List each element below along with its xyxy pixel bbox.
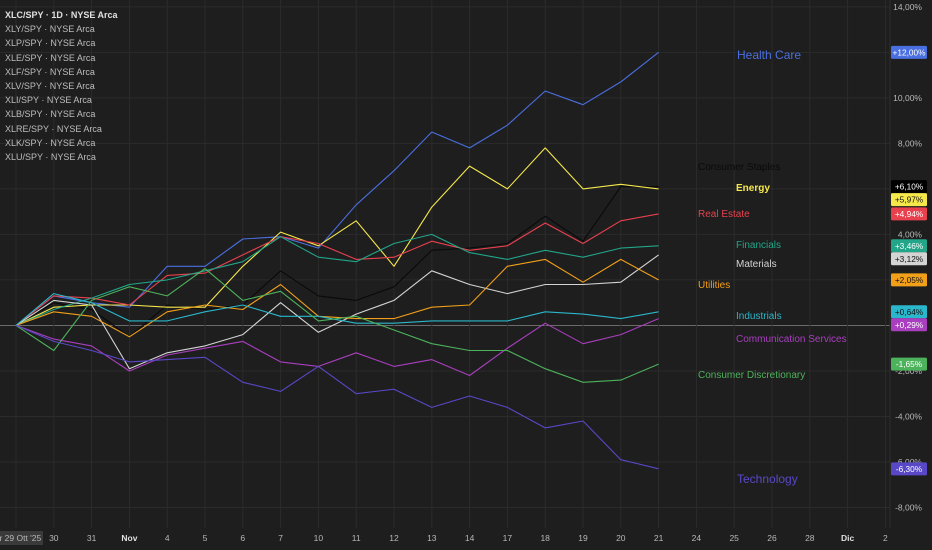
series-line-industrials[interactable]: [15, 293, 659, 326]
value-badge-bg: [891, 252, 927, 266]
series-label-industrials: Industrials: [736, 311, 782, 322]
grid-lines: [0, 0, 891, 528]
series-label-communication-services: Communication Services: [736, 334, 847, 345]
x-tick-label: Nov: [121, 533, 137, 543]
x-tick-label: er 29 Ott '25: [0, 533, 42, 543]
series-labels: Health Care Consumer Staples Energy Real Es…: [698, 48, 847, 486]
value-badge-bg: [891, 305, 927, 319]
series-label-financials: Financials: [736, 240, 781, 251]
value-badge-bg: [891, 193, 927, 207]
y-tick-label: 8,00%: [898, 138, 923, 148]
x-tick-label: 31: [87, 533, 97, 543]
legend-item-xlc[interactable]: XLC/SPY · 1D · NYSE Arca: [5, 10, 118, 20]
value-badge-bg: [891, 180, 927, 194]
series-line-technology[interactable]: [15, 324, 659, 470]
x-axis: er 29 Ott '25 30 31 Nov 4 5 6 7 10 11 12 13 14 17 18 19…: [0, 528, 932, 550]
x-tick-label: 14: [465, 533, 475, 543]
value-badge-label: +3,46%: [895, 241, 924, 251]
x-tick-label: 30: [49, 533, 59, 543]
legend-item-xlf[interactable]: XLF/SPY · NYSE Arca: [5, 66, 95, 77]
legend-item-xlv[interactable]: XLV/SPY · NYSE Arca: [5, 81, 95, 92]
value-badge-bg: [891, 45, 927, 59]
value-badge-label: +5,97%: [895, 195, 924, 205]
legend-item-xly[interactable]: XLY/SPY · NYSE Arca: [5, 24, 95, 35]
legend-item-xlb[interactable]: XLB/SPY · NYSE Arca: [5, 109, 96, 120]
legend-item-xle[interactable]: XLE/SPY · NYSE Arca: [5, 52, 96, 63]
legend-item-xlre[interactable]: XLRE/SPY · NYSE Arca: [5, 123, 102, 134]
value-badge-label: +6,10%: [895, 182, 924, 192]
value-badge-bg: [891, 239, 927, 253]
legend-item-xlk[interactable]: XLK/SPY · NYSE Arca: [5, 137, 96, 148]
series-line-energy[interactable]: [15, 147, 659, 326]
value-badge-bg: [891, 273, 927, 287]
x-tick-label: 11: [352, 533, 361, 543]
value-badge-label: +3,12%: [895, 254, 924, 264]
x-tick-label: 17: [503, 533, 513, 543]
x-tick-label: Dic: [841, 533, 855, 543]
legend-item-xlp[interactable]: XLP/SPY · NYSE Arca: [5, 38, 96, 49]
x-current-date-box: [0, 531, 43, 545]
x-tick-label: 10: [314, 533, 324, 543]
value-badge-label: +4,94%: [895, 209, 924, 219]
symbol-legend: XLC/SPY · 1D · NYSE Arca XLY/SPY · NYSE …: [5, 8, 118, 164]
x-tick-label: 20: [616, 533, 626, 543]
series-line-materials[interactable]: [15, 254, 659, 370]
y-tick-label: 4,00%: [898, 229, 923, 239]
x-tick-label: 6: [240, 533, 245, 543]
series-line-financials[interactable]: [15, 233, 659, 326]
series-line-communication-services[interactable]: [15, 318, 659, 377]
series-label-utilities: Utilities: [698, 280, 730, 291]
y-tick-label: 10,00%: [893, 93, 922, 103]
series-line-consumer-staples[interactable]: [15, 186, 659, 338]
series-line-utilities[interactable]: [15, 258, 659, 338]
value-badge-label: +12,00%: [893, 47, 927, 57]
series-label-materials: Materials: [736, 259, 777, 270]
series-line-real-estate[interactable]: [15, 213, 659, 326]
value-badge-bg: [891, 462, 927, 476]
x-tick-label: 28: [805, 533, 815, 543]
x-tick-label: 25: [729, 533, 739, 543]
value-badge-label: +0,29%: [895, 320, 924, 330]
y-tick-label: -2,00%: [895, 366, 922, 376]
series-label-energy: Energy: [736, 183, 770, 194]
series-label-technology: Technology: [737, 472, 798, 486]
series-label-consumer-staples: Consumer Staples: [698, 162, 780, 173]
y-tick-label: -8,00%: [895, 503, 922, 513]
value-badge-label: +0,64%: [895, 307, 924, 317]
x-tick-label: 5: [203, 533, 208, 543]
x-tick-label: 26: [767, 533, 777, 543]
x-tick-label: 13: [427, 533, 437, 543]
value-badge-bg: [891, 207, 927, 221]
series-lines: [15, 51, 659, 470]
value-badge-bg: [891, 357, 927, 371]
series-line-health-care[interactable]: [15, 51, 659, 326]
y-tick-label: 14,00%: [893, 2, 922, 12]
x-axis-band: [0, 528, 932, 550]
value-badge-label: -1,65%: [896, 359, 923, 369]
x-tick-label: 2: [883, 533, 888, 543]
series-label-real-estate: Real Estate: [698, 209, 750, 220]
series-line-consumer-discretionary[interactable]: [15, 268, 659, 383]
value-badge-label: +2,05%: [895, 275, 924, 285]
value-badge-label: -6,30%: [896, 464, 923, 474]
series-label-health-care: Health Care: [737, 48, 801, 62]
x-tick-label: 19: [578, 533, 588, 543]
legend-item-xlu[interactable]: XLU/SPY · NYSE Arca: [5, 152, 96, 163]
x-tick-label: 7: [278, 533, 283, 543]
value-badges: +12,00% +6,10% +5,97% +4,94% +3,46% +3,12% +2,…: [891, 45, 927, 476]
x-tick-label: 21: [654, 533, 664, 543]
y-tick-label: -6,00%: [895, 457, 922, 467]
value-badge-bg: [891, 318, 927, 332]
legend-item-xli[interactable]: XLI/SPY · NYSE Arca: [5, 95, 92, 106]
x-tick-label: 24: [692, 533, 702, 543]
x-tick-label: 12: [389, 533, 399, 543]
x-tick-label: 18: [540, 533, 550, 543]
x-tick-label: 4: [165, 533, 170, 543]
y-tick-label: -4,00%: [895, 411, 922, 421]
series-label-consumer-discretionary: Consumer Discretionary: [698, 370, 805, 381]
